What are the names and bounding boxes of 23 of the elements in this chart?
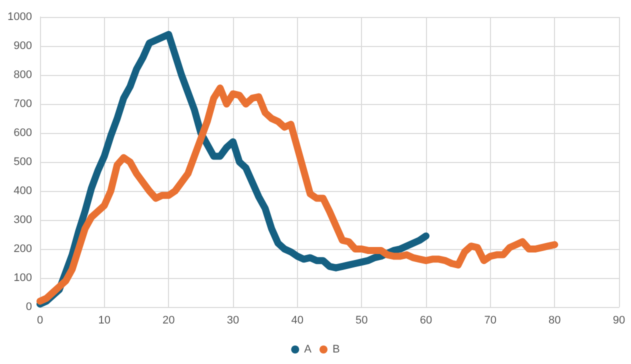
x-tick-label: 10 [98, 314, 110, 326]
y-tick-label: 400 [14, 185, 32, 197]
x-tick-label: 70 [484, 314, 496, 326]
y-tick-label: 800 [14, 69, 32, 81]
x-tick-label: 40 [291, 314, 304, 326]
y-tick-label: 100 [14, 272, 32, 284]
y-tick-label: 600 [14, 127, 32, 139]
x-tick-label: 80 [548, 314, 561, 326]
x-tick-label: 50 [356, 314, 368, 326]
y-tick-label: 200 [14, 243, 32, 255]
x-tick-label: 0 [36, 314, 44, 326]
y-tick-label: 0 [26, 301, 32, 313]
x-tick-label: 60 [420, 314, 432, 326]
x-tick-label: 20 [162, 314, 175, 326]
legend-label: A [304, 344, 312, 356]
x-tick-label: 90 [612, 314, 626, 326]
y-tick-label: 1000 [8, 11, 32, 23]
y-tick-label: 900 [14, 40, 32, 52]
legend-label: B [332, 344, 340, 356]
y-tick-label: 500 [14, 156, 32, 168]
y-tick-label: 700 [14, 98, 32, 110]
y-tick-label: 300 [14, 214, 32, 226]
x-tick-label: 30 [226, 314, 240, 326]
